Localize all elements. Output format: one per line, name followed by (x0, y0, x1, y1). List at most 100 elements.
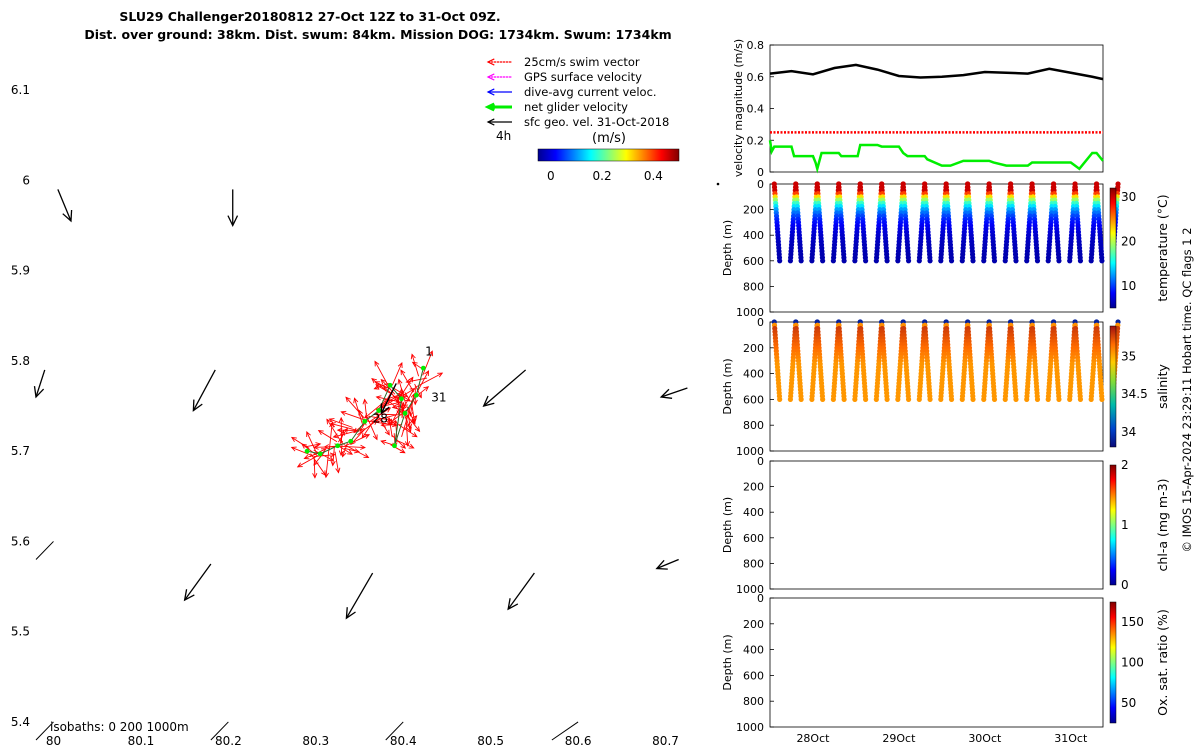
depth-y-tick-label: 800 (743, 557, 764, 570)
depth-axes-frame (770, 598, 1103, 727)
map-x-tick-label: 80.3 (302, 734, 329, 748)
legend-arrow-icon (488, 119, 512, 125)
colorbar-tick-label: 0 (547, 169, 555, 183)
depth-ylabel: Depth (m) (721, 634, 734, 690)
track-point-label: 31 (431, 391, 446, 405)
profile-sample (981, 258, 986, 263)
profile-sample (788, 258, 793, 263)
profile-sample (799, 397, 804, 402)
depth-colorbar-label: chl-a (mg m-3) (1155, 479, 1170, 572)
depth-axes-frame (770, 461, 1103, 589)
footer-credit: © IMOS 15-Apr-2024 23:29:11 Hobart time.… (1180, 227, 1194, 552)
profile-sample (809, 258, 814, 263)
track-point (399, 396, 404, 401)
colorbar-label: (m/s) (592, 131, 626, 146)
profile-sample (1013, 258, 1018, 263)
depth-colorbar (1110, 602, 1116, 723)
track-point (403, 411, 408, 416)
map-x-tick-label: 80.6 (565, 734, 592, 748)
map-y-tick-label: 5.5 (11, 625, 30, 639)
depth-colorbar-tick-label: 10 (1121, 279, 1136, 293)
profile-sample (809, 397, 814, 402)
track-point-label: 28 (373, 411, 388, 425)
geo-velocity-arrow (508, 573, 534, 609)
map-x-tick-label: 80.5 (477, 734, 504, 748)
depth-y-tick-label: 600 (743, 532, 764, 545)
isobaths-label: isobaths: 0 200 1000m (50, 720, 189, 734)
depth-colorbar (1110, 326, 1116, 447)
profile-sample (927, 258, 932, 263)
profile-sample (874, 397, 879, 402)
profile-sample (1067, 397, 1072, 402)
depth-y-tick-label: 200 (743, 481, 764, 494)
legend-label: GPS surface velocity (524, 70, 642, 84)
profile-sample (1035, 397, 1040, 402)
profile-sample (970, 397, 975, 402)
map-x-tick-label: 80 (46, 734, 61, 748)
profile-sample (863, 397, 868, 402)
depth-y-tick-label: 0 (757, 592, 764, 605)
depth-y-tick-label: 0 (757, 178, 764, 191)
depth-colorbar-tick-label: 30 (1121, 190, 1136, 204)
profile-sample (970, 258, 975, 263)
profile-sample (1013, 397, 1018, 402)
legend-label: sfc geo. vel. 31-Oct-2018 (524, 115, 669, 129)
geo-velocity-arrow (657, 559, 679, 569)
depth-y-tick-label: 800 (743, 419, 764, 432)
profile-sample (949, 397, 954, 402)
profile-sample (1089, 258, 1094, 263)
time-x-tick-label: 30Oct (968, 732, 1002, 745)
profile-sample (938, 258, 943, 263)
legend-label: net glider velocity (524, 100, 628, 114)
velocity-panel: 00.20.40.60.8 velocity magnitude (m/s) (732, 39, 1103, 179)
velocity-y-tick-label: 0.2 (747, 134, 765, 147)
colorbar-tick-label: 0.2 (593, 169, 612, 183)
depth-colorbar (1110, 465, 1116, 585)
depth-y-tick-label: 800 (743, 280, 764, 293)
depth-colorbar-tick-label: 0 (1121, 578, 1129, 592)
profile-sample (884, 258, 889, 263)
time-x-tick-label: 31Oct (1054, 732, 1088, 745)
profile-sample (852, 397, 857, 402)
track-point (362, 419, 367, 424)
title-line-2: Dist. over ground: 38km. Dist. swum: 84k… (84, 27, 671, 42)
track-point (335, 443, 340, 448)
profile-sample (852, 258, 857, 263)
depth-y-tick-label: 0 (757, 455, 764, 468)
time-x-tick-label: 29Oct (882, 732, 916, 745)
map-y-tick-label: 5.9 (11, 264, 30, 278)
profile-sample (777, 397, 782, 402)
profile-sample (1024, 397, 1029, 402)
velocity-series-line (770, 65, 1103, 79)
map-y-tick-label: 6.1 (11, 83, 30, 97)
profile-sample (1046, 397, 1051, 402)
profile-sample (842, 397, 847, 402)
profile-sample (917, 397, 922, 402)
profile-sample (895, 397, 900, 402)
legend-entry: dive-avg current veloc. (488, 85, 657, 99)
depth-y-tick-label: 400 (743, 506, 764, 519)
profile-sample (949, 258, 954, 263)
legend-entry: sfc geo. vel. 31-Oct-2018 (488, 115, 669, 129)
profile-sample (842, 258, 847, 263)
profile-sample (981, 397, 986, 402)
profile-sample (992, 397, 997, 402)
track-point (318, 451, 323, 456)
depth-colorbar-label: salinity (1155, 363, 1170, 408)
depth-y-tick-label: 600 (743, 393, 764, 406)
geo-velocity-arrow (58, 189, 72, 221)
geo-velocity-arrow (228, 189, 238, 225)
track-point (305, 449, 310, 454)
depth-colorbar-tick-label: 100 (1121, 656, 1144, 670)
profile-sample (938, 397, 943, 402)
map-y-tick-label: 5.7 (11, 444, 30, 458)
time-label: 4h (496, 129, 511, 143)
depth-colorbar-tick-label: 1 (1121, 518, 1129, 532)
profile-sample (1035, 258, 1040, 263)
profile-sample (1003, 397, 1008, 402)
